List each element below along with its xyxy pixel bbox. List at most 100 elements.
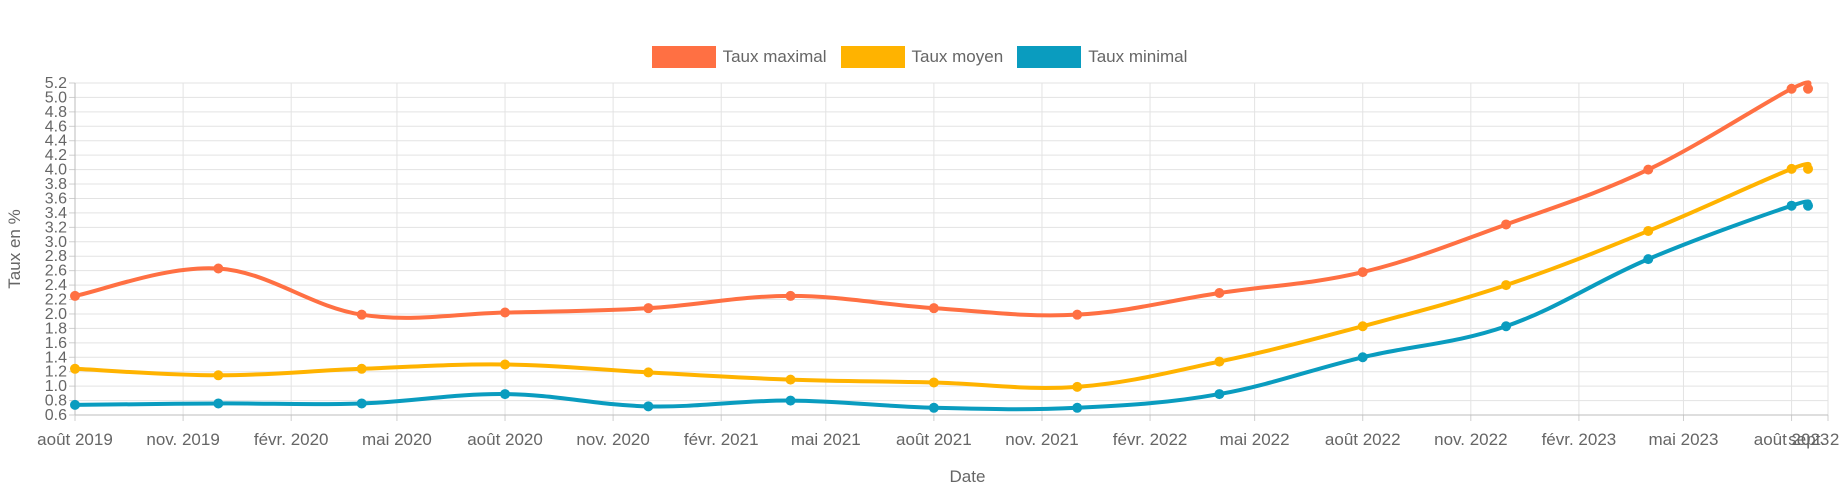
x-tick-label: août 2019	[37, 430, 113, 449]
legend-label-max: Taux maximal	[722, 47, 827, 66]
y-tick-label: 3.4	[45, 205, 67, 222]
legend-item-max[interactable]: Taux maximal	[651, 46, 827, 68]
data-point-min	[785, 395, 796, 406]
y-tick-label: 2.6	[45, 263, 67, 280]
y-tick-label: 4.6	[45, 118, 67, 135]
series-line-max	[74, 80, 1812, 320]
data-point-avg	[356, 363, 367, 374]
y-axis-title: Taux en %	[5, 209, 24, 288]
y-tick-label: 4.4	[45, 133, 67, 150]
data-point-max	[1803, 83, 1814, 94]
data-point-avg	[1786, 163, 1797, 174]
legend-swatch-avg	[840, 46, 905, 68]
data-point-max	[1501, 219, 1512, 230]
data-point-avg	[1357, 321, 1368, 332]
y-tick-label: 1.0	[45, 378, 67, 395]
data-point-min	[1214, 389, 1225, 400]
data-point-max	[785, 290, 796, 301]
legend-swatch-max	[651, 46, 716, 68]
data-point-max	[1643, 164, 1654, 175]
data-point-avg	[1214, 356, 1225, 367]
data-point-max	[1214, 288, 1225, 299]
y-tick-label: 1.4	[45, 349, 67, 366]
data-point-avg	[928, 377, 939, 388]
x-tick-label: mai 2023	[1649, 430, 1719, 449]
y-tick-label: 3.0	[45, 234, 67, 251]
y-tick-label: 4.2	[45, 147, 67, 164]
data-point-min	[1072, 402, 1083, 413]
y-tick-label: 5.0	[45, 89, 67, 106]
x-tick-label: nov. 2020	[576, 430, 649, 449]
x-tick-label: févr. 2023	[1542, 430, 1617, 449]
data-point-max	[356, 309, 367, 320]
legend-label-avg: Taux moyen	[911, 47, 1004, 66]
data-point-avg	[643, 367, 654, 378]
x-tick-label: mai 2020	[362, 430, 432, 449]
x-tick-label: févr. 2020	[254, 430, 329, 449]
data-point-min	[356, 398, 367, 409]
data-point-max	[1072, 309, 1083, 320]
x-tick-label: août 2023	[1754, 430, 1830, 449]
x-axis-title: Date	[950, 467, 986, 486]
x-tick-label: févr. 2022	[1113, 430, 1188, 449]
data-point-max	[928, 303, 939, 314]
y-tick-label: 1.8	[45, 320, 67, 337]
y-tick-label: 3.6	[45, 190, 67, 207]
data-point-min	[1357, 352, 1368, 363]
series-line-min	[74, 199, 1812, 412]
y-tick-label: 1.6	[45, 335, 67, 352]
x-tick-label: nov. 2019	[146, 430, 219, 449]
data-point-avg	[500, 359, 511, 370]
data-point-min	[928, 402, 939, 413]
data-point-min	[643, 401, 654, 412]
x-tick-label: août 2020	[467, 430, 543, 449]
data-point-min	[1803, 200, 1814, 211]
series-line-avg	[74, 161, 1812, 390]
data-point-avg	[1072, 381, 1083, 392]
y-tick-label: 4.0	[45, 162, 67, 179]
x-tick-label: août 2021	[896, 430, 972, 449]
legend-label-min: Taux minimal	[1088, 47, 1188, 66]
x-tick-label: mai 2022	[1220, 430, 1290, 449]
y-tick-label: 2.8	[45, 248, 67, 265]
data-point-min	[213, 398, 224, 409]
y-tick-label: 1.2	[45, 364, 67, 381]
data-point-min	[1501, 321, 1512, 332]
data-point-avg	[1643, 225, 1654, 236]
data-point-max	[1357, 267, 1368, 278]
x-tick-label: nov. 2022	[1434, 430, 1507, 449]
data-point-max	[643, 303, 654, 314]
x-tick-label: mai 2021	[791, 430, 861, 449]
data-point-avg	[70, 363, 80, 374]
data-point-max	[1786, 83, 1797, 94]
data-point-min	[1643, 254, 1654, 265]
data-point-max	[213, 263, 224, 274]
y-tick-label: 0.6	[45, 407, 67, 424]
y-tick-label: 2.2	[45, 292, 67, 309]
legend-swatch-min	[1017, 46, 1082, 68]
y-tick-label: 3.2	[45, 219, 67, 236]
data-point-min	[1786, 200, 1797, 211]
data-point-min	[70, 399, 80, 410]
y-tick-label: 0.8	[45, 393, 67, 410]
legend-item-avg[interactable]: Taux moyen	[840, 46, 1004, 68]
x-tick-label: nov. 2021	[1005, 430, 1078, 449]
x-tick-label: août 2022	[1325, 430, 1401, 449]
y-tick-label: 5.2	[45, 75, 67, 92]
y-tick-label: 4.8	[45, 104, 67, 121]
data-point-max	[500, 307, 511, 318]
data-point-avg	[213, 370, 224, 381]
y-tick-label: 2.4	[45, 277, 67, 294]
x-tick-label: sept. 2023	[1788, 430, 1839, 449]
data-point-avg	[1501, 280, 1512, 291]
legend-item-min[interactable]: Taux minimal	[1017, 46, 1187, 68]
x-tick-label: févr. 2021	[684, 430, 759, 449]
y-tick-label: 2.0	[45, 306, 67, 323]
data-point-min	[500, 389, 511, 400]
y-tick-label: 3.8	[45, 176, 67, 193]
chart-legend: Taux maximal Taux moyen Taux minimal	[0, 46, 1839, 68]
data-point-avg	[1803, 163, 1814, 174]
data-point-avg	[785, 374, 796, 385]
data-point-max	[70, 290, 80, 301]
